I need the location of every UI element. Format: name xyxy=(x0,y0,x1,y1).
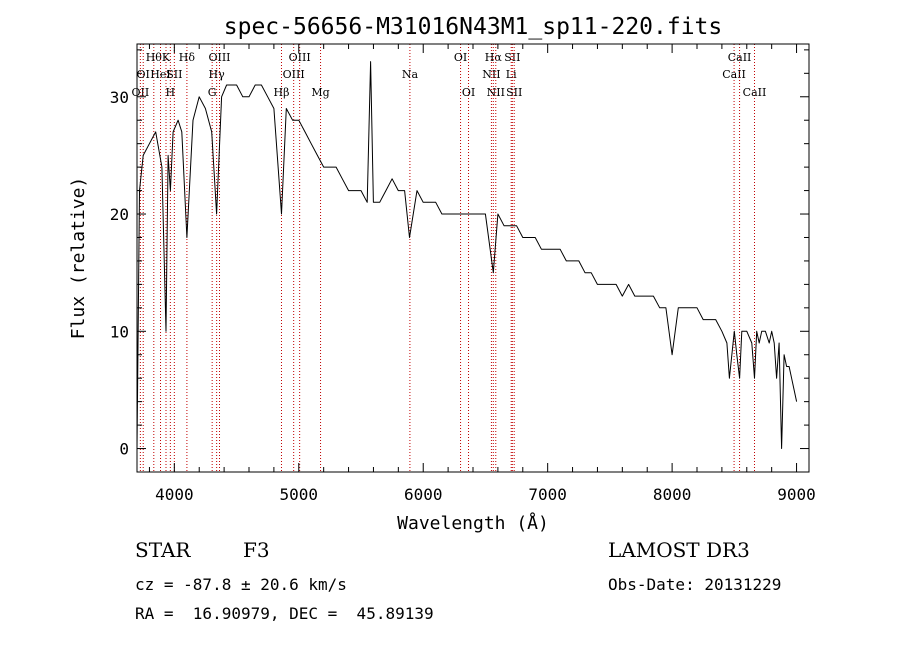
line-marker-label: Hδ xyxy=(179,51,196,64)
series-line-0 xyxy=(136,61,798,449)
survey-name: LAMOST DR3 xyxy=(608,538,750,562)
x-tick-label: 4000 xyxy=(155,485,194,504)
chart-title: spec-56656-M31016N43M1_sp11-220.fits xyxy=(224,14,723,40)
coordinates: RA = 16.90979, DEC = 45.89139 xyxy=(135,604,434,623)
line-marker-label: Hγ xyxy=(209,68,226,81)
observation-date: Obs-Date: 20131229 xyxy=(608,575,782,594)
x-tick-label: 9000 xyxy=(777,485,816,504)
line-marker-label: Mg xyxy=(311,86,329,99)
line-marker-label: H xyxy=(166,86,176,99)
line-marker-label: OIII xyxy=(289,51,311,64)
line-marker-label: SII xyxy=(504,51,520,64)
line-marker-label: Hβ xyxy=(274,86,290,99)
line-marker-label: SII xyxy=(166,68,182,81)
x-axis-label: Wavelength (Å) xyxy=(397,512,549,534)
line-marker-label: CaII xyxy=(728,51,752,64)
x-tick-label: 6000 xyxy=(404,485,443,504)
line-marker-label: NII xyxy=(482,68,500,81)
y-axis-label: Flux (relative) xyxy=(68,177,89,340)
spectrum-series xyxy=(136,61,798,449)
y-tick-label: 0 xyxy=(119,440,129,459)
line-marker-label: NII xyxy=(487,86,505,99)
line-marker-label: Hθ xyxy=(146,51,163,64)
plot-frame xyxy=(136,43,810,473)
redshift-velocity: cz = -87.8 ± 20.6 km/s xyxy=(135,575,347,594)
y-tick-label: 10 xyxy=(110,322,129,341)
x-tick-label: 8000 xyxy=(653,485,692,504)
line-marker-label: OIII xyxy=(208,51,230,64)
line-marker-label: SII xyxy=(506,86,522,99)
line-marker-label: OI xyxy=(137,68,150,81)
line-marker-label: K xyxy=(162,51,171,64)
line-marker-label: CaII xyxy=(722,68,746,81)
object-subclass: F3 xyxy=(243,538,270,562)
x-axis-ticks: 4000 5000 6000 7000 8000 9000 xyxy=(148,44,816,504)
line-marker-label: OI xyxy=(454,51,467,64)
line-marker-label: CaII xyxy=(743,86,767,99)
y-tick-label: 20 xyxy=(110,205,129,224)
line-marker-label: Li xyxy=(506,68,517,81)
line-marker-label: OIII xyxy=(283,68,305,81)
y-tick-label: 30 xyxy=(110,88,129,107)
line-marker-label: Na xyxy=(402,68,419,81)
x-tick-label: 5000 xyxy=(280,485,319,504)
line-markers: OIIOIHθHeIKHSIIHδGHγOIIIHβOIIIOIIIMgNaOI… xyxy=(132,44,767,472)
line-marker-label: OII xyxy=(132,86,150,99)
x-tick-label: 7000 xyxy=(528,485,567,504)
line-marker-label: Hα xyxy=(485,51,503,64)
object-class: STAR xyxy=(135,538,191,562)
line-marker-label: OI xyxy=(462,86,475,99)
line-marker-label: G xyxy=(208,86,217,99)
y-axis-ticks: 0 10 20 30 xyxy=(110,49,809,473)
